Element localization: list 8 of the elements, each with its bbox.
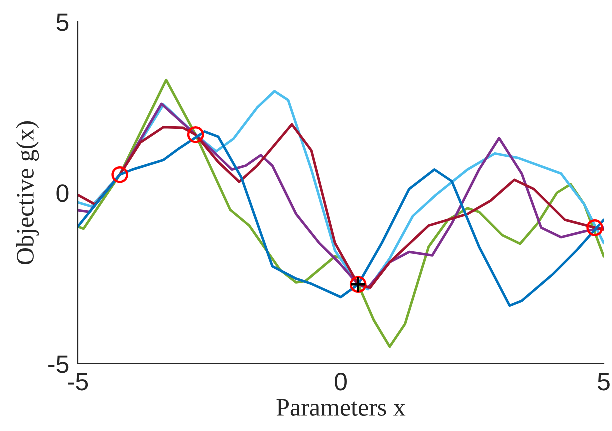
- y-tick-label: -5: [48, 356, 69, 374]
- x-tick-label: 0: [335, 372, 347, 391]
- y-axis-title: Objective g(x): [16, 122, 40, 265]
- x-tick-label: 5: [598, 373, 610, 391]
- y-tick-label: 0: [56, 184, 69, 202]
- y-tick-label: 5: [56, 14, 69, 32]
- x-tick-label: -5: [68, 373, 88, 391]
- x-axis-title: Parameters x: [276, 399, 406, 416]
